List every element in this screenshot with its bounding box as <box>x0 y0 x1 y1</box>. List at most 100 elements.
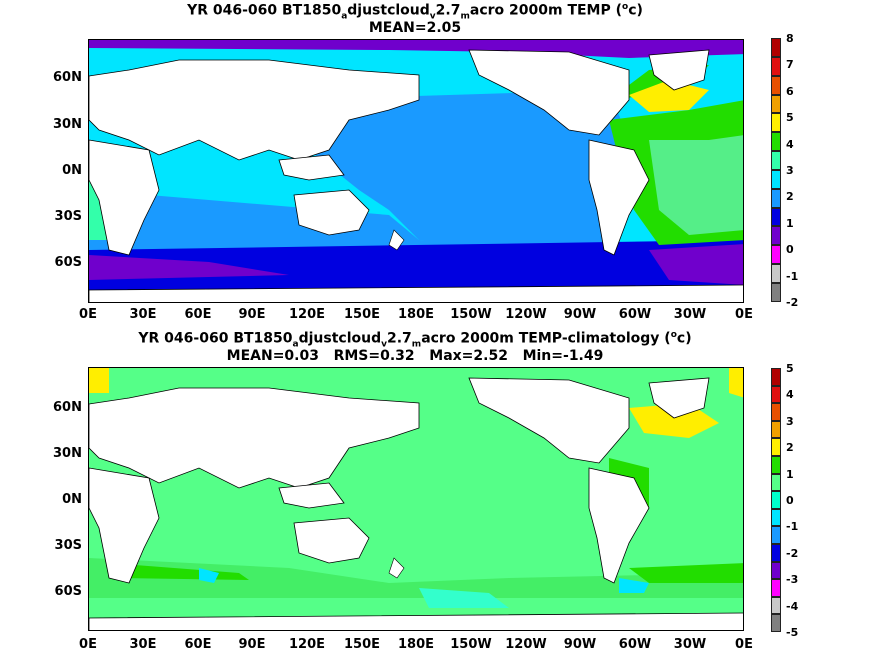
colorbar-swatch <box>771 282 781 302</box>
title-sub: m <box>411 339 422 350</box>
colorbar-swatch <box>771 75 781 95</box>
lat-label: 60S <box>54 584 82 599</box>
colorbar-swatch <box>771 420 781 439</box>
colorbar-swatch <box>771 508 781 527</box>
colorbar-swatch <box>771 614 781 632</box>
title-text: c) <box>676 330 692 347</box>
colorbar-swatch <box>771 543 781 562</box>
colorbar-label: 1 <box>786 467 794 481</box>
colorbar-swatch <box>771 385 781 404</box>
lon-label: 30E <box>129 307 157 322</box>
bottom-colorbar <box>771 368 781 632</box>
colorbar-label: -1 <box>786 269 799 283</box>
colorbar-label: -2 <box>786 296 799 309</box>
lat-label: 30N <box>53 117 82 132</box>
lon-label: 60E <box>184 307 212 322</box>
lon-label: 90E <box>238 307 266 322</box>
lon-label: 120E <box>288 307 326 322</box>
colorbar-swatch <box>771 526 781 544</box>
colorbar-swatch <box>771 491 781 509</box>
colorbar-swatch <box>771 151 781 170</box>
lon-label: 150W <box>450 307 492 322</box>
title-text: djustcloud <box>298 330 382 347</box>
bottom-title: YR 046-060 BT1850adjustcloudv2.7macro 20… <box>0 326 830 353</box>
colorbar-swatch <box>771 368 781 386</box>
top-title: YR 046-060 BT1850adjustcloudv2.7macro 20… <box>0 0 830 25</box>
title-text: 2.7 <box>435 2 461 19</box>
colorbar-label: 4 <box>786 137 794 151</box>
lon-label: 90W <box>563 637 597 652</box>
colorbar-label: 2 <box>786 190 794 204</box>
lon-label: 90W <box>563 307 597 322</box>
top-stats: MEAN=2.05 <box>368 20 462 36</box>
lon-label: 120W <box>505 307 547 322</box>
title-text: c) <box>628 2 643 19</box>
lat-label: 60N <box>53 70 82 85</box>
title-text: djustcloud <box>347 2 430 19</box>
colorbar-label: -1 <box>786 520 799 534</box>
colorbar-label: 5 <box>786 362 794 375</box>
title-sub: a <box>292 339 299 350</box>
lon-label: 120W <box>505 637 547 652</box>
colorbar-swatch <box>771 403 781 421</box>
colorbar-swatch <box>771 113 781 133</box>
lon-label: 60W <box>618 637 652 652</box>
colorbar-swatch <box>771 561 781 580</box>
title-sub: v <box>429 11 436 22</box>
colorbar-swatch <box>771 132 781 152</box>
lon-label: 90E <box>238 637 266 652</box>
colorbar-label: -3 <box>786 573 799 587</box>
colorbar-label: 4 <box>786 388 794 402</box>
bottom-map <box>88 367 744 631</box>
lon-label: 150W <box>450 637 492 652</box>
colorbar-swatch <box>771 56 781 76</box>
colorbar-swatch <box>771 207 781 227</box>
title-text: YR 046-060 BT1850 <box>187 2 342 19</box>
colorbar-swatch <box>771 455 781 474</box>
colorbar-swatch <box>771 473 781 492</box>
title-text: YR 046-060 BT1850 <box>138 330 293 347</box>
title-sup: o <box>622 2 629 12</box>
colorbar-swatch <box>771 94 781 114</box>
colorbar-label: 6 <box>786 84 794 98</box>
lat-label: 30N <box>53 446 82 461</box>
colorbar-label: 3 <box>786 414 794 428</box>
lon-label: 60W <box>618 307 652 322</box>
colorbar-label: 0 <box>786 243 794 257</box>
colorbar-label: -2 <box>786 546 799 560</box>
lon-label: 30W <box>673 307 707 322</box>
title-sub: v <box>381 339 387 350</box>
colorbar-swatch <box>771 226 781 246</box>
lat-label: 0N <box>62 492 82 507</box>
bottom-stats: MEAN=0.03 RMS=0.32 Max=2.52 Min=-1.49 <box>226 348 604 364</box>
colorbar-label: 1 <box>786 216 794 230</box>
lon-label: 0E <box>735 307 753 322</box>
lon-label: 150E <box>343 307 381 322</box>
colorbar-label: -5 <box>786 626 799 639</box>
lat-label: 30S <box>54 209 82 224</box>
title-text: acro 2000m TEMP ( <box>469 2 623 19</box>
colorbar-swatch <box>771 38 781 57</box>
colorbar-swatch <box>771 596 781 615</box>
colorbar-swatch <box>771 169 781 189</box>
colorbar-swatch <box>771 245 781 265</box>
lat-label: 0N <box>62 163 82 178</box>
title-sub: a <box>341 11 348 22</box>
title-text: acro 2000m TEMP-climatology ( <box>421 330 671 347</box>
title-text: 2.7 <box>386 330 412 347</box>
colorbar-swatch <box>771 438 781 456</box>
top-map <box>88 39 744 303</box>
colorbar-label: 3 <box>786 164 794 177</box>
lon-label: 180E <box>397 637 435 652</box>
lat-label: 60N <box>53 400 82 415</box>
lat-label: 30S <box>54 538 82 553</box>
lon-label: 150E <box>343 637 381 652</box>
colorbar-swatch <box>771 264 781 283</box>
colorbar-label: 8 <box>786 32 794 45</box>
title-sup: o <box>670 330 677 340</box>
lat-label: 60S <box>54 255 82 270</box>
lon-label: 180E <box>397 307 435 322</box>
lon-label: 60E <box>184 637 212 652</box>
colorbar-label: 0 <box>786 494 794 507</box>
lon-label: 30E <box>129 637 157 652</box>
